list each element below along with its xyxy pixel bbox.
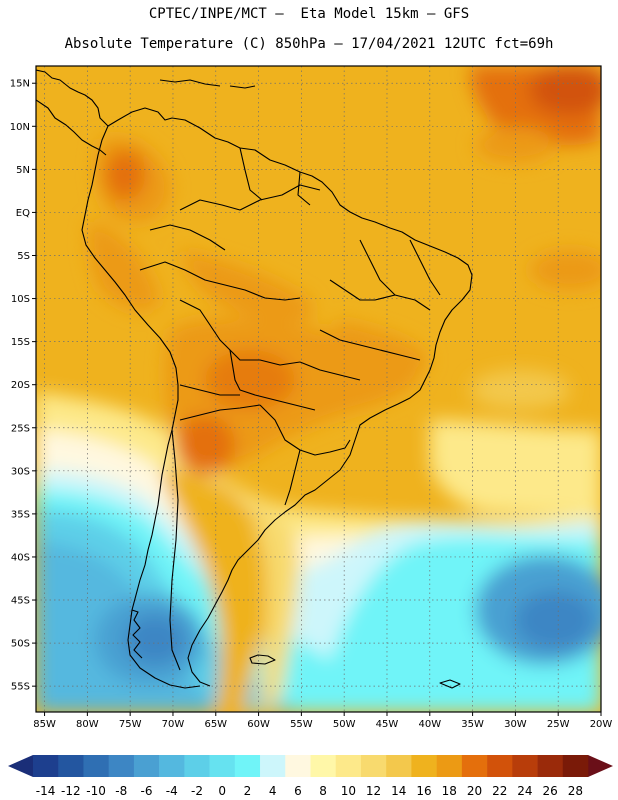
- colorbar-swatch: [335, 755, 362, 777]
- lat-label: 45S: [11, 596, 30, 607]
- coastline: [36, 69, 473, 689]
- colorbar-label: -8: [115, 784, 127, 798]
- lat-label: 40S: [11, 552, 30, 563]
- longitude-labels: 85W 80W 75W 70W 65W 60W 55W 50W 45W 40W 35W 30W 25W 2…: [33, 719, 612, 730]
- lon-label: 85W: [33, 719, 56, 730]
- colorbar-swatch: [83, 755, 109, 777]
- colorbar-label: -6: [141, 784, 153, 798]
- colorbar-right-arrow: [588, 755, 613, 777]
- colorbar-swatch: [159, 755, 185, 777]
- colorbar-label: 24: [517, 784, 532, 798]
- colorbar-swatch: [537, 755, 564, 777]
- colorbar-label: 28: [568, 784, 583, 798]
- temperature-field: [36, 66, 601, 712]
- colorbar-swatch: [285, 755, 311, 777]
- axis-ticks: [32, 82, 602, 716]
- colorbar-swatch: [386, 755, 412, 777]
- lon-label: 55W: [290, 719, 313, 730]
- map-title-line1: CPTEC/INPE/MCT – Eta Model 15km – GFS: [148, 6, 470, 22]
- colorbar-swatch: [360, 755, 387, 777]
- lon-label: 70W: [162, 719, 185, 730]
- colorbar-label: 0: [218, 784, 226, 798]
- colorbar-label: 12: [366, 784, 381, 798]
- lon-label: 30W: [504, 719, 527, 730]
- colorbar-swatch: [58, 755, 84, 777]
- lat-label: 25S: [11, 423, 30, 434]
- colorbar-label: 8: [319, 784, 327, 798]
- colorbar-label: -12: [61, 784, 81, 798]
- map-title-line2: Absolute Temperature (C) 850hPa – 17/04/…: [64, 36, 554, 52]
- colorbar-label: 20: [467, 784, 482, 798]
- colorbar-label: -4: [166, 784, 178, 798]
- map-frame: [35, 65, 602, 713]
- colorbar-left-arrow: [8, 755, 33, 777]
- colorbar-label: 18: [442, 784, 457, 798]
- lat-label: 10S: [11, 294, 30, 305]
- colorbar-label: -2: [191, 784, 203, 798]
- colorbar-swatch: [487, 755, 513, 777]
- colorbar-label: 22: [492, 784, 507, 798]
- colorbar-label: -10: [86, 784, 106, 798]
- colorbar-swatch: [310, 755, 337, 777]
- lat-label: 15N: [10, 79, 30, 90]
- lat-label: 35S: [11, 509, 30, 520]
- colorbar-label: 10: [341, 784, 356, 798]
- lat-label: EQ: [16, 208, 30, 219]
- colorbar-swatch: [512, 755, 538, 777]
- colorbar-labels: -14 -12 -10 -8 -6 -4 -2 0 2 4 6 8 10 12 14 16 18 20 22 24 26…: [36, 784, 583, 798]
- colorbar-label: 6: [294, 784, 302, 798]
- colorbar-swatch: [184, 755, 210, 777]
- lon-label: 40W: [418, 719, 441, 730]
- lon-label: 75W: [119, 719, 142, 730]
- colorbar-label: 16: [416, 784, 431, 798]
- colorbar-swatch: [461, 755, 488, 777]
- colorbar-swatch: [436, 755, 463, 777]
- colorbar-label: 26: [543, 784, 558, 798]
- lat-label: 5S: [17, 251, 30, 262]
- colorbar-label: -14: [36, 784, 56, 798]
- lat-label: 15S: [11, 337, 30, 348]
- colorbar-swatch: [133, 755, 160, 777]
- lon-label: 25W: [547, 719, 570, 730]
- colorbar-label: 4: [269, 784, 277, 798]
- latitude-labels: 15N 10N 5N EQ 5S 10S 15S 20S 25S 30S 35S 40S 45S 50S 5…: [10, 79, 30, 693]
- colorbar-swatch: [411, 755, 437, 777]
- lon-label: 45W: [376, 719, 399, 730]
- colorbar: [8, 755, 613, 777]
- colorbar-swatch: [234, 755, 261, 777]
- lon-label: 65W: [204, 719, 227, 730]
- lat-label: 10N: [10, 122, 30, 133]
- lat-label: 20S: [11, 380, 30, 391]
- lon-label: 80W: [76, 719, 99, 730]
- colorbar-swatch: [562, 755, 589, 777]
- lon-label: 20W: [590, 719, 613, 730]
- colorbar-label: 14: [391, 784, 406, 798]
- lon-label: 60W: [247, 719, 270, 730]
- lat-label: 5N: [16, 165, 30, 176]
- colorbar-swatch: [108, 755, 135, 777]
- lat-label: 50S: [11, 639, 30, 650]
- lon-label: 35W: [461, 719, 484, 730]
- lat-label: 55S: [11, 682, 30, 693]
- lat-label: 30S: [11, 466, 30, 477]
- colorbar-swatch: [209, 755, 236, 777]
- colorbar-label: 2: [244, 784, 252, 798]
- colorbar-swatch: [260, 755, 286, 777]
- colorbar-swatch: [33, 755, 59, 777]
- lon-label: 50W: [333, 719, 356, 730]
